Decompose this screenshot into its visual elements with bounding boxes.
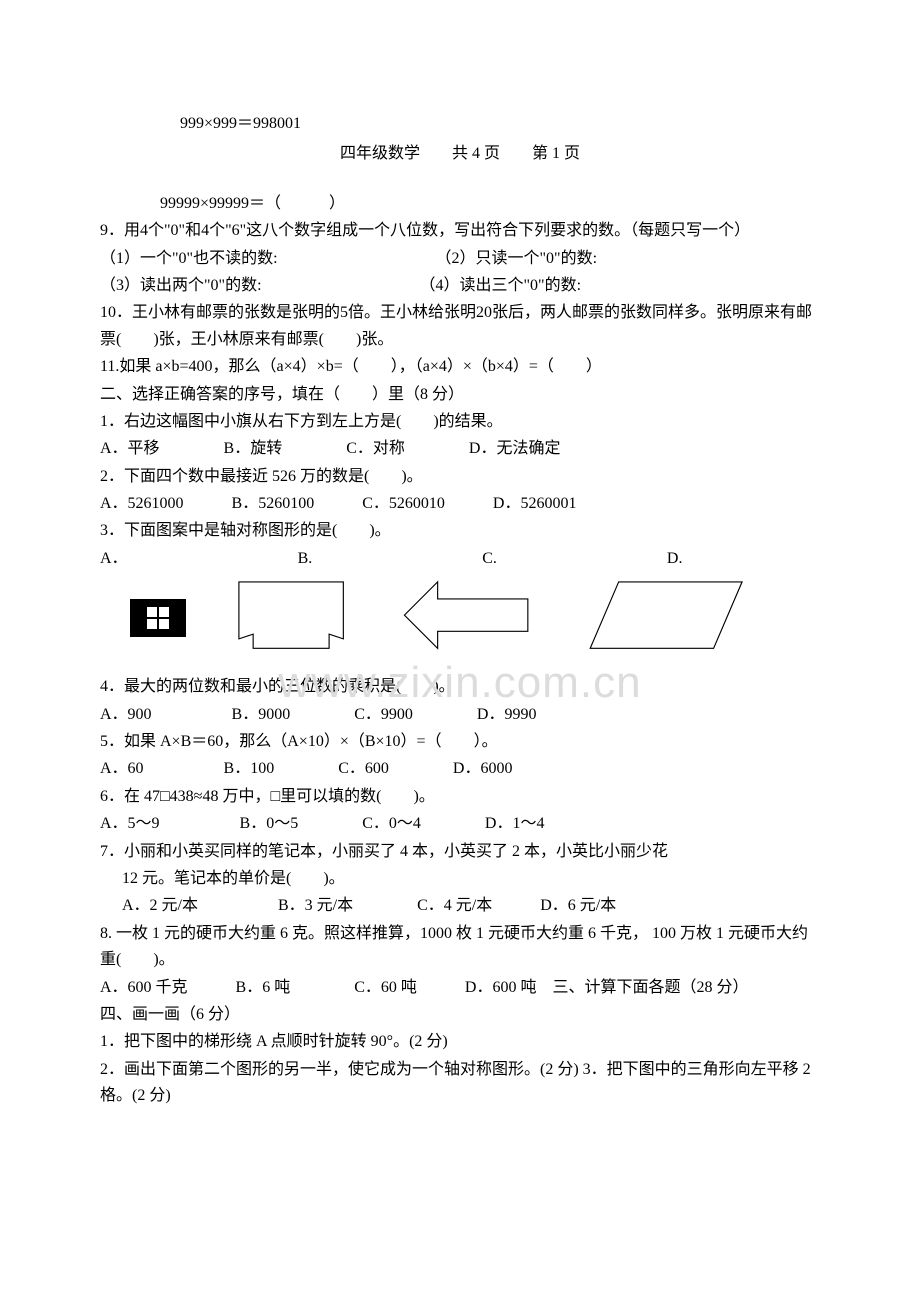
s2-q8-options: A．600 千克 B．6 吨 C．60 吨 D．600 吨 三、计算下面各题（2… <box>100 975 820 1001</box>
s2-q7: 7．小丽和小英买同样的笔记本，小丽买了 4 本，小英买了 2 本，小英比小丽少花 <box>100 839 820 865</box>
question-11: 11.如果 a×b=400，那么（a×4）×b=（ ），（a×4）×（b×4）=… <box>100 354 820 380</box>
section-4-title: 四、画一画（6 分） <box>100 1002 820 1028</box>
s4-q2-q3: 2．画出下面第二个图形的另一半，使它成为一个轴对称图形。(2 分) 3．把下图中… <box>100 1057 820 1110</box>
s2-q3-label-b: B. <box>298 546 313 572</box>
s2-q2: 2．下面四个数中最接近 526 万的数是( )。 <box>100 464 820 490</box>
question-9-row1: （1）一个"0"也不读的数: （2）只读一个"0"的数: <box>100 246 820 272</box>
shape-a-windows-logo <box>130 599 186 637</box>
shape-c-arrow <box>401 580 536 655</box>
s2-q3-option-labels: A． B. C. D. <box>100 546 820 572</box>
s2-q1: 1．右边这幅图中小旗从右下方到左上方是( )的结果。 <box>100 409 820 435</box>
question-9: 9．用4个"0"和4个"6"这八个数字组成一个八位数，写出符合下列要求的数。（每… <box>100 218 820 244</box>
q9-opt-2: （2）只读一个"0"的数: <box>436 250 598 267</box>
s2-q3: 3．下面图案中是轴对称图形的是( )。 <box>100 518 820 544</box>
question-10: 10．王小林有邮票的张数是张明的5倍。王小林给张明20张后，两人邮票的张数同样多… <box>100 300 820 353</box>
s2-q3-label-c: C. <box>482 546 497 572</box>
s2-q6-options: A．5～9 B．0～5 C．0～4 D．1～4 <box>100 811 820 837</box>
q9-opt-1: （1）一个"0"也不读的数: <box>100 250 278 267</box>
s2-q6: 6．在 47□438≈48 万中，□里可以填的数( )。 <box>100 784 820 810</box>
s2-q3-shapes-row <box>100 580 820 655</box>
q9-opt-4: （4）读出三个"0"的数: <box>420 277 582 294</box>
windows-logo-icon <box>130 599 186 637</box>
section-2-title: 二、选择正确答案的序号，填在（ ）里（8 分） <box>100 382 820 408</box>
s2-q8: 8. 一枚 1 元的硬币大约重 6 克。照这样推算，1000 枚 1 元硬币大约… <box>100 921 820 974</box>
question-9-row2: （3）读出两个"0"的数: （4）读出三个"0"的数: <box>100 273 820 299</box>
s2-q3-label-d: D. <box>667 546 683 572</box>
s2-q5-options: A．60 B．100 C．600 D．6000 <box>100 756 820 782</box>
s2-q2-options: A．5261000 B．5260100 C．5260010 D．5260001 <box>100 491 820 517</box>
shape-b-banner <box>236 580 351 655</box>
s2-q7-options: A．2 元/本 B．3 元/本 C．4 元/本 D．6 元/本 <box>100 893 820 919</box>
page-footer-text: 四年级数学 共 4 页 第 1 页 <box>100 141 820 167</box>
s4-q1: 1．把下图中的梯形绕 A 点顺时针旋转 90°。(2 分) <box>100 1029 820 1055</box>
intro-equation: 999×999＝998001 <box>100 111 820 137</box>
shape-d-parallelogram <box>586 580 751 655</box>
s2-q3-shapes-container: www.zixin.com.cn <box>100 580 820 655</box>
s2-q7-line2: 12 元。笔记本的单价是( )。 <box>100 866 820 892</box>
s2-q4: 4．最大的两位数和最小的三位数的乘积是( )。 <box>100 674 820 700</box>
blank-mult-equation: 99999×99999＝（ ） <box>100 191 820 217</box>
s2-q1-options: A．平移 B．旋转 C．对称 D．无法确定 <box>100 436 820 462</box>
s2-q5: 5．如果 A×B＝60，那么（A×10）×（B×10）=（ ）。 <box>100 729 820 755</box>
q9-opt-3: （3）读出两个"0"的数: <box>100 277 262 294</box>
s2-q4-options: A．900 B．9000 C．9900 D．9990 <box>100 702 820 728</box>
s2-q3-label-a: A． <box>100 546 128 572</box>
